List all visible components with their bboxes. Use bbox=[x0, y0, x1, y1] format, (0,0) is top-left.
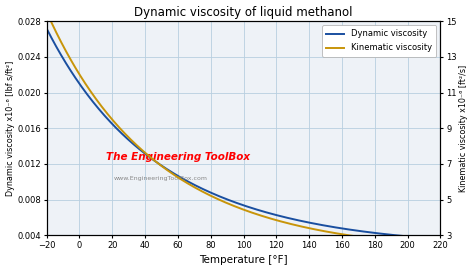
Line: Dynamic viscosity: Dynamic viscosity bbox=[46, 28, 432, 238]
Text: The Engineering ToolBox: The Engineering ToolBox bbox=[106, 152, 250, 162]
X-axis label: Temperature [°F]: Temperature [°F] bbox=[199, 256, 288, 265]
Dynamic viscosity bbox=[44, 27, 49, 30]
Kinematic viscosity bbox=[322, 230, 328, 233]
Dynamic viscosity bbox=[90, 100, 96, 104]
Kinematic viscosity bbox=[286, 222, 292, 225]
Dynamic viscosity bbox=[429, 237, 435, 240]
Kinematic viscosity bbox=[169, 172, 175, 175]
Y-axis label: Dynamic viscosity x10⁻⁶ [lbf s/ft²]: Dynamic viscosity x10⁻⁶ [lbf s/ft²] bbox=[6, 60, 15, 196]
Kinematic viscosity bbox=[90, 93, 96, 96]
Y-axis label: Kinematic viscosity x10⁻⁶ [ft²/s]: Kinematic viscosity x10⁻⁶ [ft²/s] bbox=[459, 64, 468, 192]
Kinematic viscosity bbox=[429, 242, 435, 246]
Dynamic viscosity bbox=[169, 171, 175, 174]
Title: Dynamic viscosity of liquid methanol: Dynamic viscosity of liquid methanol bbox=[134, 6, 353, 18]
Kinematic viscosity bbox=[324, 230, 330, 233]
Dynamic viscosity bbox=[286, 217, 292, 220]
Dynamic viscosity bbox=[322, 224, 328, 227]
Kinematic viscosity bbox=[197, 188, 202, 192]
Text: www.EngineeringToolBox.com: www.EngineeringToolBox.com bbox=[114, 176, 208, 181]
Dynamic viscosity bbox=[197, 186, 202, 189]
Dynamic viscosity bbox=[324, 224, 330, 228]
Legend: Dynamic viscosity, Kinematic viscosity: Dynamic viscosity, Kinematic viscosity bbox=[322, 25, 437, 57]
Line: Kinematic viscosity: Kinematic viscosity bbox=[46, 12, 432, 244]
Kinematic viscosity bbox=[44, 10, 49, 14]
